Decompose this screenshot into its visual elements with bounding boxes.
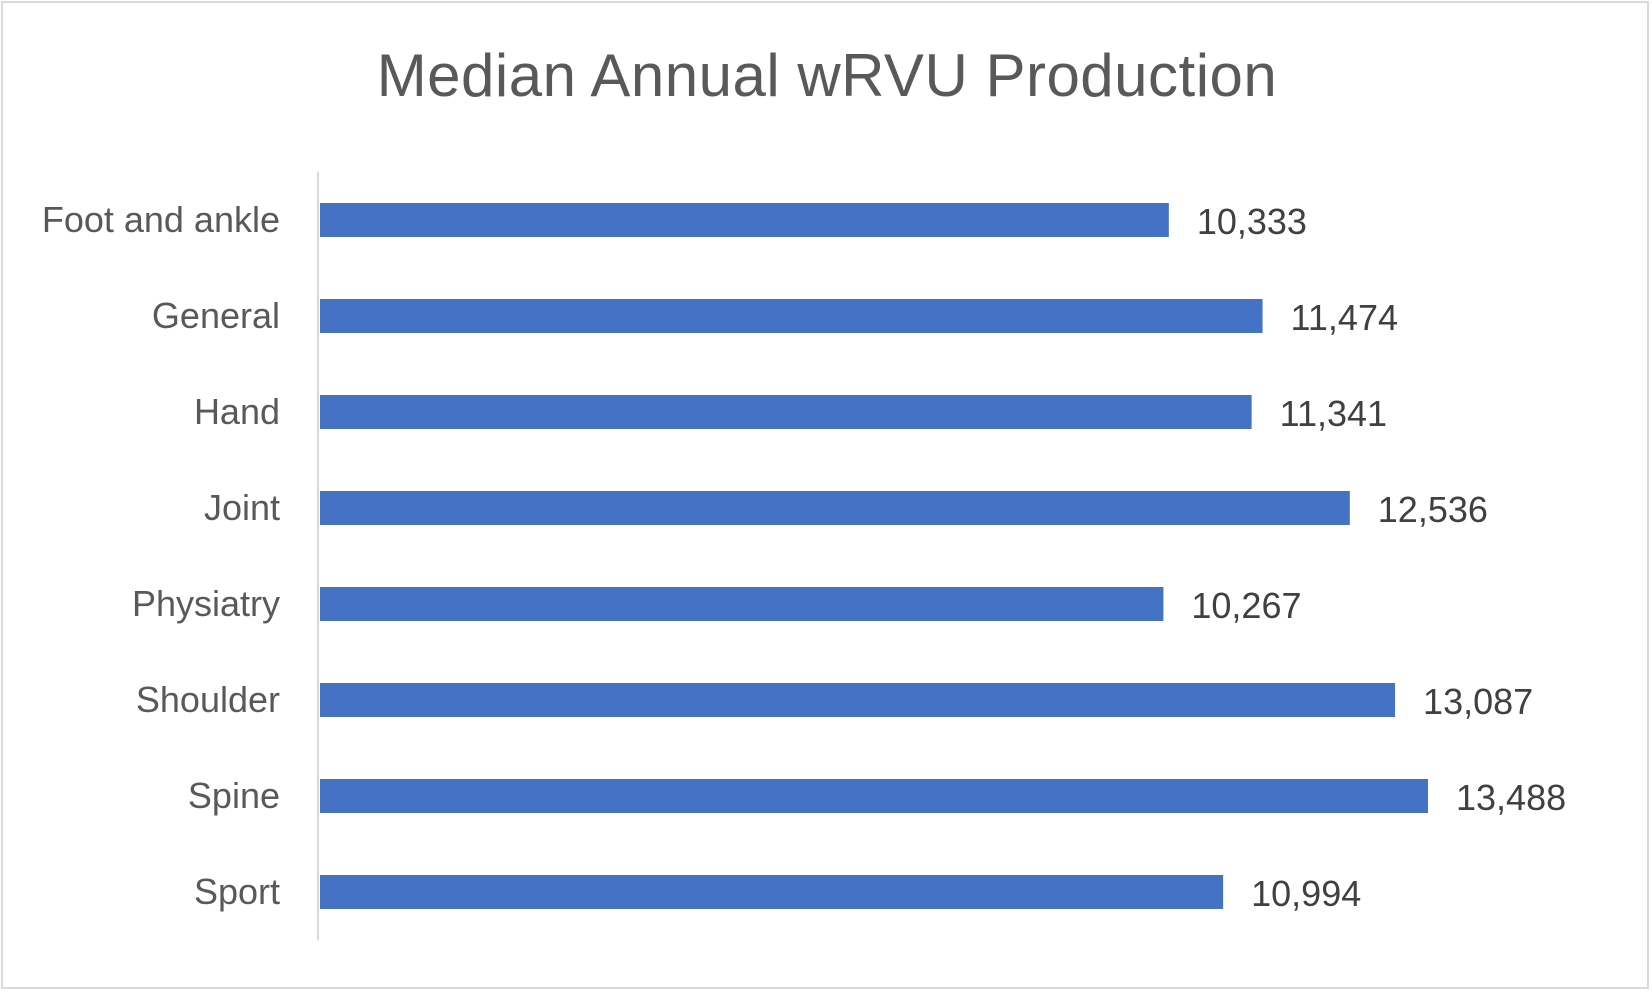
plot-area: Foot and ankle 10,333 General 11,474 Hand 11,… bbox=[42, 172, 1566, 940]
data-label: 10,267 bbox=[1191, 585, 1301, 626]
data-label: 10,994 bbox=[1251, 873, 1361, 914]
bar bbox=[320, 491, 1350, 525]
data-label: 11,341 bbox=[1280, 393, 1387, 434]
bar bbox=[320, 779, 1428, 813]
data-label: 13,087 bbox=[1423, 681, 1533, 722]
bar bbox=[320, 875, 1224, 909]
category-label: Physiatry bbox=[132, 583, 280, 624]
bar bbox=[320, 395, 1252, 429]
bar bbox=[320, 587, 1164, 621]
bar bbox=[320, 203, 1169, 237]
category-label: Joint bbox=[204, 487, 280, 528]
bar bbox=[320, 683, 1396, 717]
category-label: Hand bbox=[194, 391, 280, 432]
data-label: 13,488 bbox=[1456, 777, 1566, 818]
data-label: 11,474 bbox=[1291, 297, 1398, 338]
bar bbox=[320, 299, 1263, 333]
data-label: 10,333 bbox=[1197, 201, 1307, 242]
data-label: 12,536 bbox=[1378, 489, 1488, 530]
category-label: Foot and ankle bbox=[42, 199, 280, 240]
category-label: Spine bbox=[188, 775, 280, 816]
chart-title: Median Annual wRVU Production bbox=[376, 42, 1278, 109]
category-label: Sport bbox=[194, 871, 280, 912]
category-label: General bbox=[152, 295, 280, 336]
category-label: Shoulder bbox=[136, 679, 280, 720]
